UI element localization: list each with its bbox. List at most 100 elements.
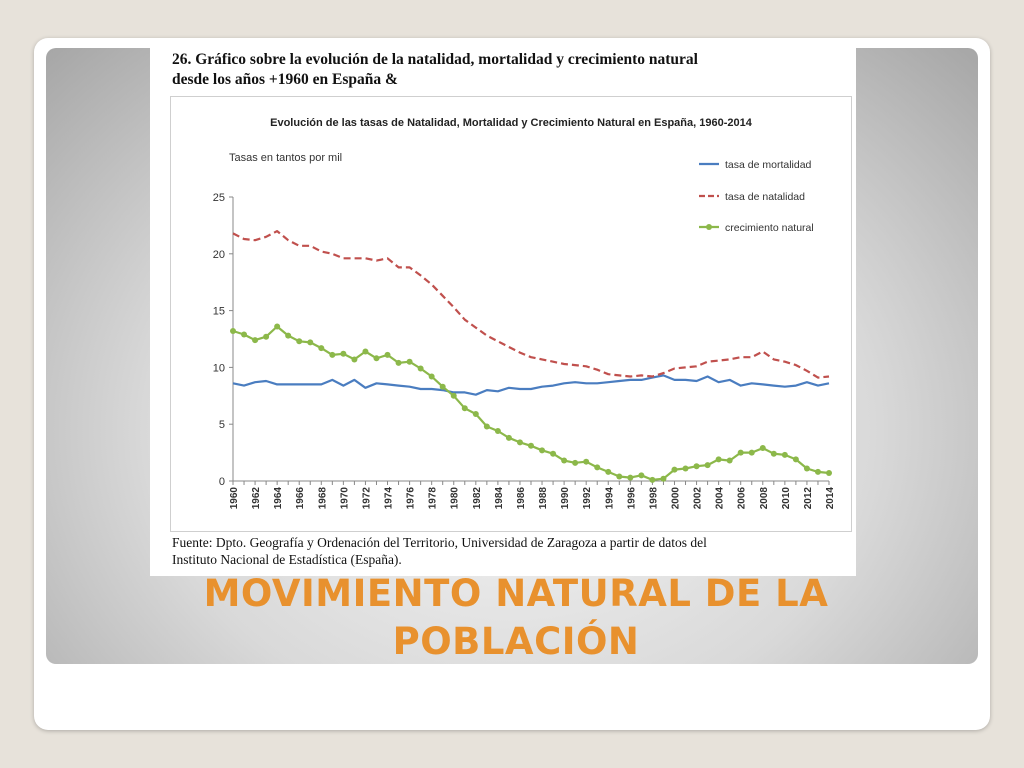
x-tick-label: 2004 xyxy=(715,487,726,510)
series-line-tasa-de-mortalidad xyxy=(232,374,830,396)
data-point xyxy=(252,337,259,344)
data-point xyxy=(770,450,777,457)
chart-legend: tasa de mortalidad tasa de natalidad creci… xyxy=(699,159,814,234)
y-tick-label: 25 xyxy=(213,192,225,204)
x-tick-label: 1960 xyxy=(229,487,240,510)
chart-title: Evolución de las tasas de Natalidad, Mor… xyxy=(270,117,753,129)
source-line-1: Fuente: Dpto. Geografía y Ordenación del… xyxy=(172,535,707,550)
data-point xyxy=(230,328,236,335)
x-tick-label: 1970 xyxy=(339,487,350,510)
x-tick-label: 1988 xyxy=(538,487,549,510)
x-tick-label: 1966 xyxy=(295,487,306,510)
y-tick-label: 5 xyxy=(219,419,225,431)
x-tick-label: 2006 xyxy=(737,487,748,510)
x-tick-label: 1996 xyxy=(626,487,637,510)
data-point xyxy=(627,474,634,481)
chart-axes: 0 5 10 15 20 25 1960 1962 1964 1966 1968 1970 1972 19… xyxy=(213,192,836,509)
document-image: 26. Gráfico sobre la evolución de la nat… xyxy=(150,48,856,576)
data-point xyxy=(781,451,788,458)
chart-frame: Evolución de las tasas de Natalidad, Mor… xyxy=(170,96,852,532)
data-point xyxy=(263,333,270,340)
data-point xyxy=(329,351,336,358)
data-point xyxy=(505,434,512,441)
x-tick-label: 1990 xyxy=(560,487,571,510)
x-tick-label: 1984 xyxy=(494,487,505,510)
data-point xyxy=(660,475,667,482)
data-point xyxy=(814,468,821,475)
data-point xyxy=(693,463,700,470)
data-point xyxy=(406,358,413,365)
data-point xyxy=(748,449,755,456)
x-tick-label: 1980 xyxy=(450,487,461,510)
chart-series xyxy=(230,230,832,483)
x-tick-label: 1968 xyxy=(317,487,328,510)
data-point xyxy=(307,339,314,346)
x-tick-label: 1994 xyxy=(604,487,615,510)
data-point xyxy=(494,428,501,435)
slide-title: MOVIMIENTO NATURAL DE LA POBLACIÓN xyxy=(100,570,932,666)
x-tick-label: 1978 xyxy=(428,487,439,510)
x-tick-label: 1976 xyxy=(406,487,417,510)
data-point xyxy=(550,450,557,457)
document-heading-line-2: desde los años +1960 en España & xyxy=(172,71,398,88)
data-point xyxy=(439,383,446,390)
data-point xyxy=(638,472,645,479)
data-point xyxy=(417,365,424,372)
data-point xyxy=(594,464,601,471)
slide-title-line-2: POBLACIÓN xyxy=(392,620,640,663)
data-point xyxy=(649,476,656,483)
x-tick-label: 2010 xyxy=(781,487,792,510)
data-point xyxy=(726,457,733,464)
data-point xyxy=(715,456,722,463)
data-point xyxy=(561,457,568,464)
x-tick-label: 1962 xyxy=(251,487,262,510)
x-tick-label: 1972 xyxy=(361,487,372,510)
x-tick-label: 2002 xyxy=(693,487,704,510)
legend-marker xyxy=(706,224,712,230)
data-point xyxy=(428,373,435,380)
y-tick-label: 0 xyxy=(219,476,225,488)
x-tick-label: 2008 xyxy=(759,487,770,510)
legend-label: tasa de mortalidad xyxy=(725,159,812,171)
data-point xyxy=(351,356,358,363)
y-tick-label: 15 xyxy=(213,306,225,318)
data-point xyxy=(274,323,281,330)
data-point xyxy=(539,447,546,454)
data-point xyxy=(826,470,832,477)
line-chart: Evolución de las tasas de Natalidad, Mor… xyxy=(213,117,836,509)
data-point xyxy=(285,332,292,339)
data-point xyxy=(384,351,391,358)
data-point xyxy=(682,465,689,472)
source-line-2: Instituto Nacional de Estadística (Españ… xyxy=(172,552,402,567)
data-point xyxy=(671,466,678,473)
data-point xyxy=(792,456,799,463)
data-point xyxy=(472,410,479,417)
x-tick-label: 1986 xyxy=(516,487,527,510)
data-point xyxy=(759,445,766,452)
legend-label: crecimiento natural xyxy=(725,222,814,234)
data-point xyxy=(241,331,248,338)
data-point xyxy=(450,392,457,399)
y-tick-label: 20 xyxy=(213,249,225,261)
series-line-tasa-de-natalidad xyxy=(232,230,830,379)
y-tick-label: 10 xyxy=(213,362,225,374)
data-point xyxy=(461,405,468,412)
x-tick-label: 1982 xyxy=(472,487,483,510)
data-point xyxy=(616,473,623,480)
x-tick-label: 1998 xyxy=(648,487,659,510)
data-point xyxy=(516,439,523,446)
data-point xyxy=(318,345,325,352)
document-heading-line-1: 26. Gráfico sobre la evolución de la nat… xyxy=(172,51,698,68)
source-note: Fuente: Dpto. Geografía y Ordenación del… xyxy=(172,534,852,568)
data-point xyxy=(528,442,534,449)
x-tick-label: 2014 xyxy=(825,487,836,510)
data-point xyxy=(605,468,612,475)
x-tick-label: 1974 xyxy=(384,487,395,510)
data-point xyxy=(340,350,347,357)
x-tick-label: 1992 xyxy=(582,487,593,510)
data-point xyxy=(395,359,402,366)
x-tick-label: 1964 xyxy=(273,487,284,510)
legend-label: tasa de natalidad xyxy=(725,191,805,203)
slide-title-line-1: MOVIMIENTO NATURAL DE LA xyxy=(203,572,829,615)
data-point xyxy=(362,348,369,355)
